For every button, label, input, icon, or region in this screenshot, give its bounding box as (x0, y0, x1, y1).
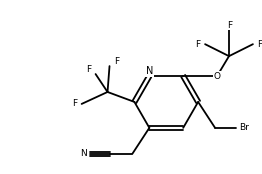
Text: Br: Br (239, 123, 249, 132)
Text: F: F (227, 21, 233, 30)
Text: O: O (214, 72, 221, 81)
Text: N: N (80, 149, 87, 158)
Text: N: N (146, 66, 153, 76)
Text: F: F (86, 65, 91, 74)
Text: F: F (257, 40, 262, 49)
Text: F: F (195, 40, 201, 49)
Text: F: F (114, 57, 119, 66)
Text: F: F (72, 99, 77, 108)
